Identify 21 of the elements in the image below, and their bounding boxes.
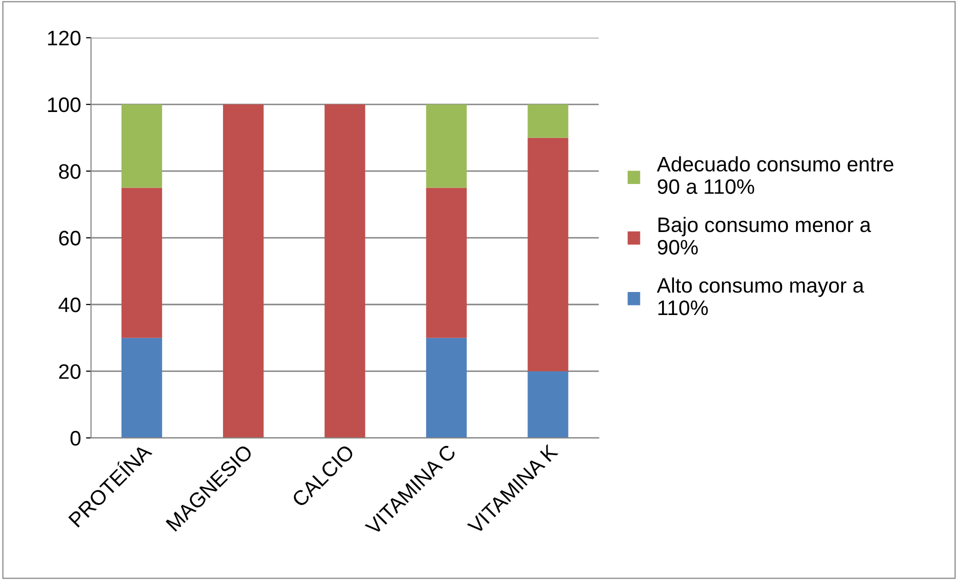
bar <box>528 138 568 372</box>
legend-label: Alto consumo mayor a 110% <box>656 277 864 316</box>
legend-label: Bajo consumo menor a 90% <box>658 216 872 255</box>
bar <box>121 338 162 438</box>
y-tick-label: 120 <box>48 30 80 46</box>
bar <box>528 104 568 138</box>
y-tick-label: 60 <box>59 230 80 246</box>
legend-label: Adecuado consumo entre 90 a 110% <box>656 156 894 194</box>
bar <box>426 104 467 188</box>
bar <box>426 338 467 438</box>
bar <box>223 104 264 438</box>
y-tick-label: 40 <box>58 298 80 312</box>
bar <box>121 188 162 338</box>
bar <box>324 104 366 438</box>
y-tick-label: 20 <box>59 364 80 379</box>
bar <box>528 371 568 438</box>
bar <box>426 188 467 338</box>
bar <box>121 104 162 188</box>
y-tick-label: 100 <box>48 97 80 112</box>
y-tick-label: 0 <box>70 430 80 446</box>
y-tick-label: 80 <box>59 164 80 179</box>
